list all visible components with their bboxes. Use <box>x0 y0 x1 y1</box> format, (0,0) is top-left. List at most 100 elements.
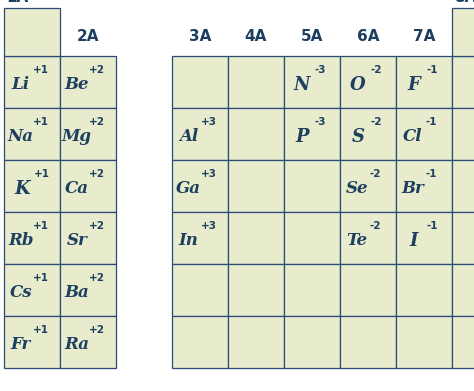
Bar <box>4 212 60 264</box>
Text: Rb: Rb <box>8 232 34 249</box>
Text: Be: Be <box>64 76 89 93</box>
Bar <box>4 56 60 108</box>
Bar <box>228 56 284 108</box>
Text: -1: -1 <box>426 65 438 75</box>
Bar <box>4 160 60 212</box>
Bar <box>396 316 452 368</box>
Bar <box>4 264 60 316</box>
Bar <box>452 8 474 56</box>
Bar <box>60 212 116 264</box>
Bar <box>172 316 228 368</box>
Text: Sr: Sr <box>66 232 87 249</box>
Bar <box>172 160 228 212</box>
Text: P: P <box>295 127 309 145</box>
Text: +1: +1 <box>33 273 49 283</box>
Bar <box>228 160 284 212</box>
Bar <box>396 264 452 316</box>
Text: +3: +3 <box>201 221 217 231</box>
Bar <box>452 212 474 264</box>
Text: Ba: Ba <box>64 284 89 301</box>
Text: Ca: Ca <box>65 180 89 197</box>
Text: -3: -3 <box>314 117 326 127</box>
Text: O: O <box>350 75 366 93</box>
Bar <box>396 108 452 160</box>
Text: +2: +2 <box>89 65 105 75</box>
Bar <box>60 56 116 108</box>
Text: +3: +3 <box>201 169 217 179</box>
Text: Te: Te <box>346 232 367 249</box>
Bar <box>452 160 474 212</box>
Bar <box>284 160 340 212</box>
Text: +2: +2 <box>89 325 105 335</box>
Text: Br: Br <box>401 180 424 197</box>
Text: -3: -3 <box>314 65 326 75</box>
Bar <box>452 264 474 316</box>
Text: +2: +2 <box>89 221 105 231</box>
Bar <box>284 316 340 368</box>
Bar <box>340 160 396 212</box>
Bar <box>172 108 228 160</box>
Text: -1: -1 <box>426 221 438 231</box>
Text: I: I <box>410 231 418 249</box>
Bar <box>284 264 340 316</box>
Text: -2: -2 <box>369 221 381 231</box>
Bar <box>284 108 340 160</box>
Text: K: K <box>14 179 30 197</box>
Bar <box>396 160 452 212</box>
Text: 1A: 1A <box>6 0 28 5</box>
Bar <box>172 264 228 316</box>
Text: Fr: Fr <box>11 336 31 353</box>
Bar <box>228 212 284 264</box>
Bar <box>396 56 452 108</box>
Bar <box>284 56 340 108</box>
Text: Ra: Ra <box>64 336 89 353</box>
Bar <box>228 264 284 316</box>
Bar <box>340 108 396 160</box>
Bar <box>452 108 474 160</box>
Bar <box>340 316 396 368</box>
Text: N: N <box>294 75 310 93</box>
Bar <box>172 212 228 264</box>
Text: 5A: 5A <box>301 29 323 44</box>
Text: +2: +2 <box>89 169 105 179</box>
Text: Se: Se <box>346 180 368 197</box>
Bar <box>396 212 452 264</box>
Text: -2: -2 <box>370 117 382 127</box>
Bar <box>340 264 396 316</box>
Text: 6A: 6A <box>357 29 379 44</box>
Text: 7A: 7A <box>413 29 435 44</box>
Text: +2: +2 <box>89 273 105 283</box>
Text: 8A: 8A <box>454 0 474 5</box>
Text: 3A: 3A <box>189 29 211 44</box>
Text: 2A: 2A <box>77 29 99 44</box>
Bar <box>172 56 228 108</box>
Bar <box>228 108 284 160</box>
Text: Na: Na <box>8 128 34 145</box>
Bar <box>4 316 60 368</box>
Bar <box>4 8 60 56</box>
Bar <box>228 316 284 368</box>
Bar <box>60 264 116 316</box>
Text: +2: +2 <box>89 117 105 127</box>
Text: -1: -1 <box>425 117 437 127</box>
Bar <box>340 212 396 264</box>
Text: 4A: 4A <box>245 29 267 44</box>
Bar <box>284 212 340 264</box>
Bar <box>452 316 474 368</box>
Text: Ga: Ga <box>176 180 201 197</box>
Text: +3: +3 <box>201 117 217 127</box>
Text: Li: Li <box>12 76 30 93</box>
Text: Cs: Cs <box>9 284 32 301</box>
Bar <box>452 56 474 108</box>
Text: S: S <box>351 127 365 145</box>
Text: -1: -1 <box>425 169 437 179</box>
Text: Al: Al <box>179 128 199 145</box>
Text: +1: +1 <box>33 221 49 231</box>
Text: +1: +1 <box>33 325 49 335</box>
Text: -2: -2 <box>369 169 381 179</box>
Text: -2: -2 <box>370 65 382 75</box>
Text: Mg: Mg <box>62 128 92 145</box>
Text: +1: +1 <box>34 169 50 179</box>
Bar <box>60 160 116 212</box>
Bar <box>60 316 116 368</box>
